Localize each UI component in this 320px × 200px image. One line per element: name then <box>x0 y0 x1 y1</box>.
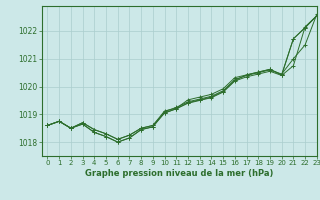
X-axis label: Graphe pression niveau de la mer (hPa): Graphe pression niveau de la mer (hPa) <box>85 169 273 178</box>
